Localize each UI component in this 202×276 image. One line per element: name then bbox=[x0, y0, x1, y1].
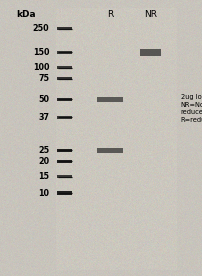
Bar bbox=[57, 160, 72, 163]
Text: 20: 20 bbox=[38, 157, 49, 166]
Bar bbox=[140, 49, 161, 56]
Text: 2ug loading
NR=Non-
reduced
R=reduced: 2ug loading NR=Non- reduced R=reduced bbox=[181, 94, 202, 123]
Bar bbox=[57, 192, 72, 195]
Text: 250: 250 bbox=[33, 25, 49, 33]
Bar bbox=[57, 175, 72, 178]
Bar bbox=[57, 27, 72, 30]
Text: NR: NR bbox=[144, 10, 157, 19]
Bar bbox=[97, 97, 123, 102]
Text: 150: 150 bbox=[33, 48, 49, 57]
Text: 75: 75 bbox=[39, 74, 49, 83]
Text: 10: 10 bbox=[39, 189, 49, 198]
Bar bbox=[57, 98, 72, 101]
Bar bbox=[57, 66, 72, 69]
Text: 25: 25 bbox=[38, 146, 49, 155]
Bar bbox=[97, 148, 123, 153]
Text: 15: 15 bbox=[39, 172, 49, 181]
Bar bbox=[57, 148, 72, 152]
Bar bbox=[57, 116, 72, 119]
Text: 50: 50 bbox=[39, 95, 49, 104]
Text: R: R bbox=[107, 10, 113, 19]
Bar bbox=[57, 51, 72, 54]
Text: kDa: kDa bbox=[16, 10, 36, 19]
Text: 37: 37 bbox=[39, 113, 49, 122]
Text: 100: 100 bbox=[33, 63, 49, 72]
Bar bbox=[57, 77, 72, 80]
